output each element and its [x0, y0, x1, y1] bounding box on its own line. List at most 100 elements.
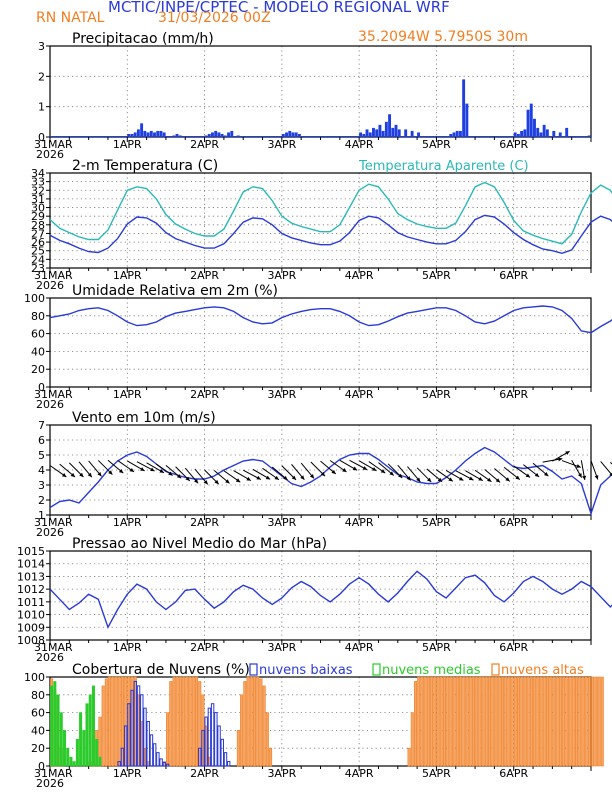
- precip-bar: [565, 127, 569, 137]
- precip-bar: [529, 103, 533, 137]
- wind-arrow-head: [576, 464, 581, 468]
- wind-arrow-head: [225, 479, 230, 484]
- humidity-ytick-label: 80: [31, 310, 45, 323]
- cloud-high-bar: [581, 676, 585, 767]
- x-year-label: 2026: [36, 526, 64, 539]
- x-day-label: 5APR: [422, 269, 451, 282]
- x-day-label: 5APR: [422, 516, 451, 529]
- x-day-label: 4APR: [345, 641, 374, 654]
- cloud-low-bar: [214, 712, 218, 767]
- location-label: 35.2094W 5.7950S 30m: [358, 29, 528, 45]
- cloud-high-bar: [481, 676, 485, 767]
- x-day-label: 3APR: [267, 767, 296, 780]
- wind-arrow-head: [235, 478, 241, 483]
- x-day-label: 1APR: [113, 138, 142, 151]
- cloud-high-bar: [523, 676, 527, 767]
- pressure-line: [49, 570, 612, 630]
- cloud-high-bar: [246, 676, 250, 767]
- humidity-ytick-label: 0: [38, 381, 45, 394]
- precip-bar: [391, 127, 395, 137]
- x-day-label: 6APR: [499, 138, 528, 151]
- cloud-mid-bar: [98, 756, 102, 767]
- wind-arrow-head: [150, 467, 155, 472]
- cloud-high-bar: [510, 676, 514, 767]
- x-day-label: 5APR: [422, 767, 451, 780]
- cloud-high-bar: [475, 676, 479, 767]
- precip-bar: [230, 130, 234, 137]
- humidity-line: [49, 305, 612, 334]
- precip-bar: [362, 133, 366, 137]
- cloud-low-bar: [159, 758, 163, 767]
- pressure-ytick-label: 1012: [17, 583, 45, 596]
- wind-ytick-label: 5: [38, 449, 45, 462]
- cloud-low-bar: [152, 743, 157, 767]
- x-day-label: 3APR: [267, 516, 296, 529]
- precip-bar: [552, 130, 556, 137]
- wind-arrow-head: [194, 478, 199, 484]
- cloud-mid-bar: [82, 730, 86, 767]
- x-day-label: 5APR: [422, 138, 451, 151]
- humidity-ytick-label: 40: [31, 345, 45, 358]
- precip-bar: [384, 121, 388, 137]
- cloud-mid-bar: [91, 685, 95, 767]
- precip-bar: [220, 133, 224, 137]
- cloud-high-bar: [259, 678, 263, 767]
- wind-title: Vento em 10m (m/s): [72, 410, 216, 426]
- precip-bar: [297, 133, 301, 137]
- precip-bar: [140, 123, 144, 137]
- cloud-high-bar: [497, 676, 501, 767]
- cloud-high-bar: [565, 676, 569, 767]
- x-day-label: 2APR: [190, 388, 219, 401]
- cloud-high-bar: [542, 676, 546, 767]
- precip-bar: [516, 133, 520, 137]
- precip-ytick-label: 0: [38, 131, 45, 144]
- model-run-label: 31/03/2026 00Z: [158, 10, 271, 26]
- precip-bar: [156, 130, 160, 137]
- precip-bar: [465, 103, 469, 137]
- cloud-high-bar: [478, 676, 482, 767]
- precip-bar: [520, 130, 524, 137]
- wind-arrow-head: [283, 475, 288, 480]
- precip-title: Precipitacao (mm/h): [72, 31, 214, 47]
- cloud-high-bar: [446, 676, 450, 767]
- cloud-high-bar: [449, 676, 453, 767]
- cloud-high-bar: [256, 676, 260, 767]
- temperature-ytick-label: 25: [31, 245, 45, 258]
- temperature-ytick-label: 29: [31, 210, 45, 223]
- precip-bar: [359, 132, 363, 137]
- cloud-high-bar: [417, 676, 421, 767]
- precip-bar: [227, 132, 231, 137]
- wind-arrow-head: [291, 475, 296, 480]
- cloud-low-bar: [120, 747, 125, 767]
- precip-bar: [372, 127, 375, 137]
- cloud-high-bar: [533, 676, 537, 767]
- pressure-frame: [49, 550, 592, 641]
- wind-arrow-head: [203, 480, 208, 485]
- cloud-low-bar: [149, 734, 154, 767]
- precip-bar: [281, 133, 285, 137]
- cloud-high-bar: [172, 676, 176, 767]
- precip-bar: [542, 124, 546, 137]
- humidity-ytick-label: 100: [24, 292, 45, 305]
- wind-ytick-label: 2: [38, 494, 45, 507]
- wind-arrow-head: [140, 467, 145, 471]
- cloud-high-bar: [555, 676, 559, 767]
- precip-ytick-label: 1: [38, 101, 45, 114]
- cloud-low-bar: [220, 738, 224, 767]
- cloud-high-bar: [252, 676, 256, 767]
- cloud-high-bar: [591, 676, 595, 767]
- cloud-low-bar: [156, 752, 160, 767]
- clouds-title: Cobertura de Nuvens (%): [72, 662, 250, 678]
- precip-bar: [417, 132, 421, 137]
- station-name: RN NATAL: [36, 10, 105, 26]
- precip-bar: [513, 132, 517, 137]
- x-day-label: 2APR: [190, 269, 219, 282]
- cloud-low-bar: [140, 694, 144, 767]
- cloud-high-bar: [426, 676, 430, 767]
- cloud-high-bar: [104, 678, 108, 767]
- wind-arrow-head: [265, 475, 271, 480]
- x-day-label: 6APR: [499, 269, 528, 282]
- cloud-high-bar: [182, 676, 186, 767]
- x-day-label: 2APR: [190, 767, 219, 780]
